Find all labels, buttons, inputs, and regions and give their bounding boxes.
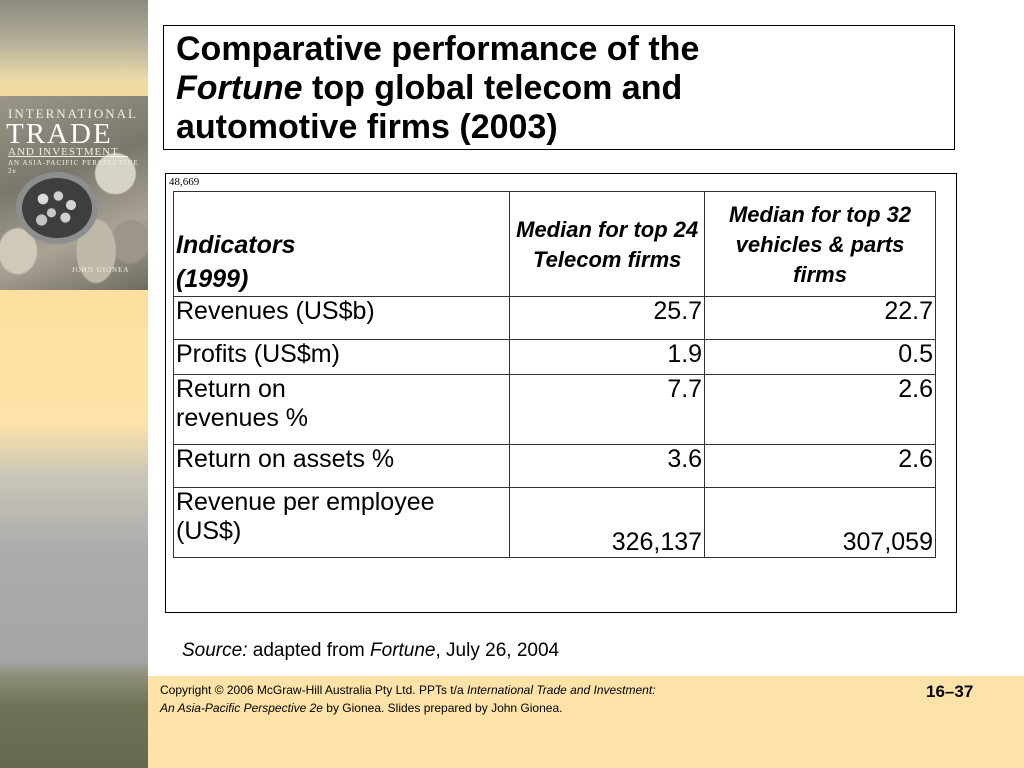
source-label: Source: xyxy=(182,640,248,661)
telecom-value: 25.7 xyxy=(509,296,706,340)
table-frame: 48,669 Indicators (1999) Median for top 2… xyxy=(165,173,957,613)
book-cover-image: INTERNATIONAL TRADE AND INVESTMENT AN AS… xyxy=(0,96,148,290)
pearl-shell-illustration xyxy=(22,178,92,238)
title-italic-word: Fortune xyxy=(176,69,303,107)
comparison-table: Indicators (1999) Median for top 24 Telec… xyxy=(172,191,936,558)
row-label: Profits (US$m) xyxy=(172,339,511,375)
slide-title: Comparative performance of the Fortune to… xyxy=(176,30,946,147)
header-indicators-line1: Indicators xyxy=(176,231,296,259)
book-title-line2: An Asia-Pacific Perspective 2e xyxy=(160,701,323,715)
source-citation: Source: adapted from Fortune, July 26, 2… xyxy=(182,640,559,662)
book-title-line1: International Trade and Investment: xyxy=(466,683,656,697)
source-publication: Fortune xyxy=(370,640,436,661)
auto-value: 0.5 xyxy=(704,339,936,375)
auto-value: 2.6 xyxy=(704,374,936,445)
telecom-value: 326,137 xyxy=(509,487,706,558)
row-label: Return on assets % xyxy=(172,444,511,488)
auto-value: 22.7 xyxy=(704,296,936,340)
source-text-before: adapted from xyxy=(247,640,371,661)
copyright-symbol: © xyxy=(214,683,224,697)
row-label-line1: Revenue per employee xyxy=(176,488,435,516)
table-row: Revenue per employee (US$) 326,137 307,05… xyxy=(172,487,936,558)
title-line2: top global telecom and xyxy=(302,69,683,107)
header-indicators: Indicators (1999) xyxy=(172,191,511,297)
row-label-line2: (US$) xyxy=(176,517,242,545)
header-indicators-line2: (1999) xyxy=(176,265,249,293)
copyright-prefix: Copyright xyxy=(160,683,215,697)
table-header-row: Indicators (1999) Median for top 24 Telec… xyxy=(172,191,936,297)
row-label-line1: Return on xyxy=(176,375,286,403)
table-row: Return on assets % 3.6 2.6 xyxy=(172,444,936,488)
row-label-line2: revenues % xyxy=(176,404,309,432)
slide-number: 16–37 xyxy=(926,682,974,701)
auto-value: 2.6 xyxy=(704,444,936,488)
title-line1: Comparative performance of the xyxy=(176,30,700,68)
table-row: Revenues (US$b) 25.7 22.7 xyxy=(172,296,936,340)
telecom-value: 7.7 xyxy=(509,374,706,445)
header-telecom: Median for top 24 Telecom firms xyxy=(509,191,706,297)
cover-author: JOHN GIONEA xyxy=(72,266,130,274)
cover-title-line1: INTERNATIONAL xyxy=(8,106,138,121)
table-row: Return on revenues % 7.7 2.6 xyxy=(172,374,936,445)
cover-title-line3: AND INVESTMENT xyxy=(8,146,119,158)
copyright-line1: 2006 McGraw-Hill Australia Pty Ltd. PPTs… xyxy=(223,683,467,697)
header-automotive: Median for top 32 vehicles & parts firms xyxy=(704,191,936,297)
cover-title-line2: TRADE xyxy=(6,118,113,150)
telecom-value: 1.9 xyxy=(509,339,706,375)
corner-note: 48,669 xyxy=(169,176,200,188)
title-line3: automotive firms (2003) xyxy=(176,108,558,146)
title-box: Comparative performance of the Fortune to… xyxy=(163,25,955,150)
telecom-value: 3.6 xyxy=(509,444,706,488)
source-text-after: , July 26, 2004 xyxy=(435,640,560,661)
table-row: Profits (US$m) 1.9 0.5 xyxy=(172,339,936,375)
row-label: Return on revenues % xyxy=(172,374,511,445)
footer-band xyxy=(148,676,1024,768)
auto-value: 307,059 xyxy=(704,487,936,558)
row-label: Revenues (US$b) xyxy=(172,296,511,340)
cover-rule xyxy=(8,156,128,157)
row-label: Revenue per employee (US$) xyxy=(172,487,511,558)
cover-subtitle: AN ASIA-PACIFIC PERSPECTIVE 2e xyxy=(8,159,139,175)
copyright-notice: Copyright © 2006 McGraw-Hill Australia P… xyxy=(160,681,656,717)
copyright-line2: by Gionea. Slides prepared by John Gione… xyxy=(322,701,563,715)
